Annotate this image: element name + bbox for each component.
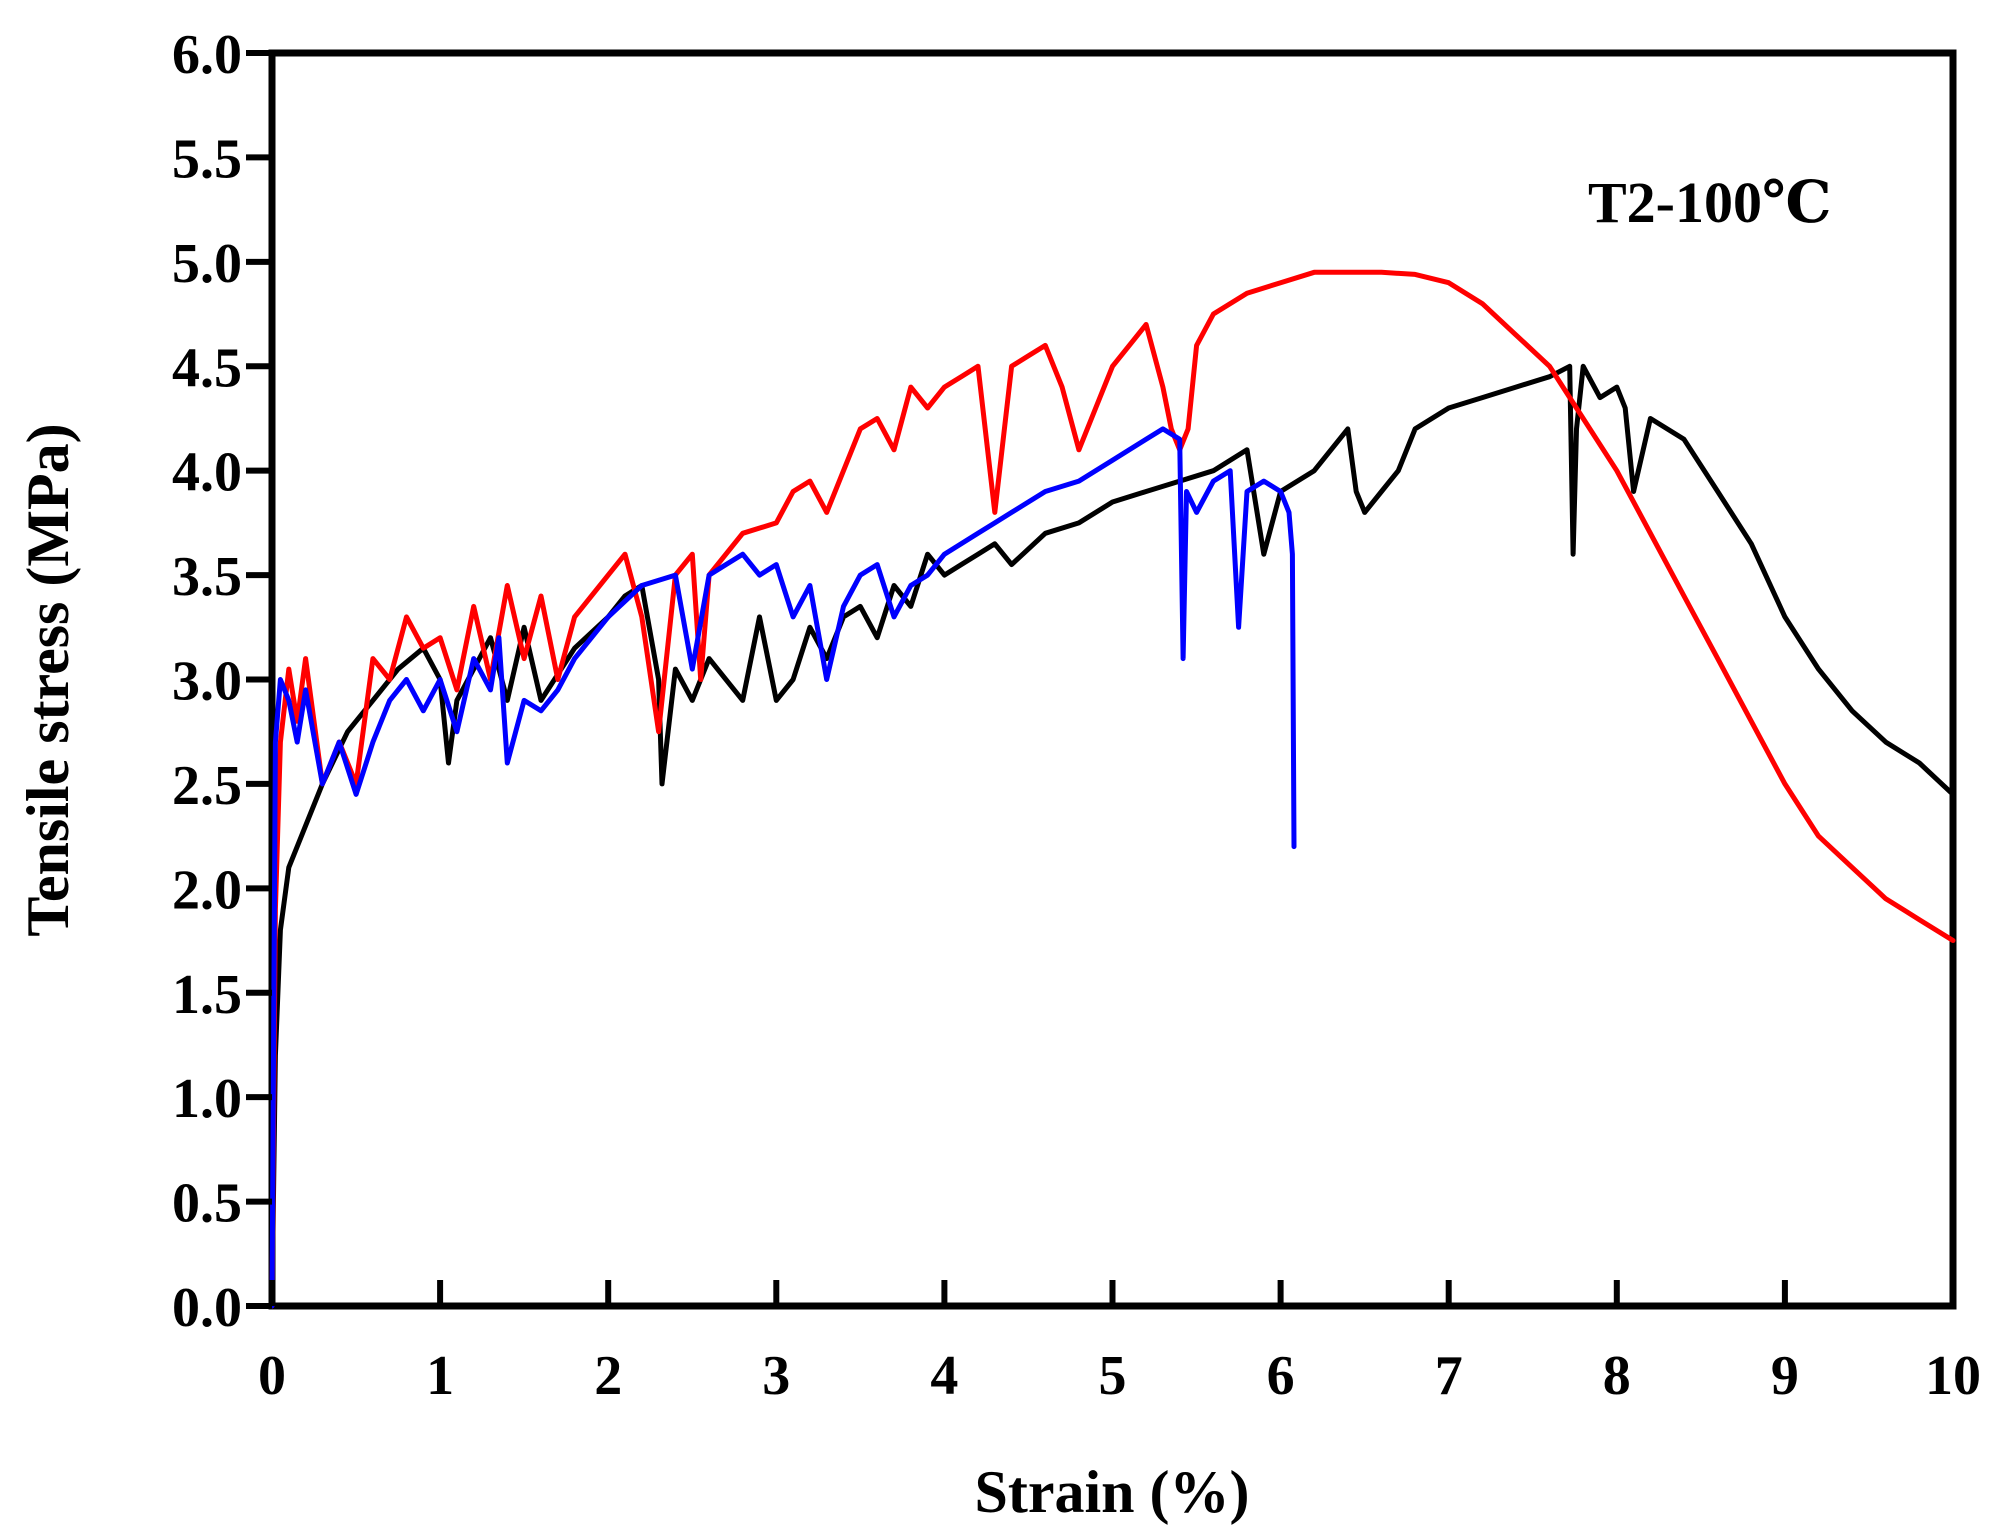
y-tick-label: 3.5 (172, 546, 242, 608)
x-axis-title: Strain (%) (975, 1459, 1250, 1525)
y-tick-label: 0.0 (172, 1277, 242, 1339)
y-tick-label: 4.5 (172, 337, 242, 399)
x-tick-label: 2 (594, 1345, 622, 1407)
x-tick-label: 1 (426, 1345, 454, 1407)
y-tick-label: 0.5 (172, 1173, 242, 1235)
series-layer (269, 269, 1956, 1309)
x-tick-label: 4 (930, 1345, 958, 1407)
y-tick-label: 2.0 (172, 859, 242, 921)
x-tick-label: 5 (1099, 1345, 1127, 1407)
y-tick-label: 1.5 (172, 964, 242, 1026)
x-tick-label: 9 (1771, 1345, 1799, 1407)
x-tick-label: 6 (1267, 1345, 1295, 1407)
series-line-2 (269, 269, 1956, 1309)
y-tick-label: 2.5 (172, 755, 242, 817)
y-tick-label: 5.5 (172, 128, 242, 190)
y-tick-label: 5.0 (172, 233, 242, 295)
y-tick-label: 4.0 (172, 442, 242, 504)
y-tick-label: 1.0 (172, 1068, 242, 1130)
x-tick-label: 3 (762, 1345, 790, 1407)
y-tick-label: 3.0 (172, 651, 242, 713)
x-tick-label: 0 (258, 1345, 286, 1407)
condition-annotation: T2-100℃ (1588, 170, 1832, 235)
y-tick-label: 6.0 (172, 24, 242, 86)
x-tick-label: 8 (1603, 1345, 1631, 1407)
plot-frame (268, 49, 1957, 1310)
series-line-3 (269, 426, 1297, 1309)
x-axis-ticks: 0 1 2 3 4 5 6 7 8 9 10 (258, 1280, 1981, 1407)
y-axis-ticks: 0.0 0.5 1.0 1.5 2.0 2.5 3.0 3.5 4.0 4.5 5.0 5.5 6.0 (172, 24, 272, 1339)
x-tick-label: 7 (1435, 1345, 1463, 1407)
series-line-1 (269, 363, 1956, 1309)
y-axis-title: Tensile stress (MPa) (15, 423, 81, 936)
x-tick-label: 10 (1925, 1345, 1981, 1407)
